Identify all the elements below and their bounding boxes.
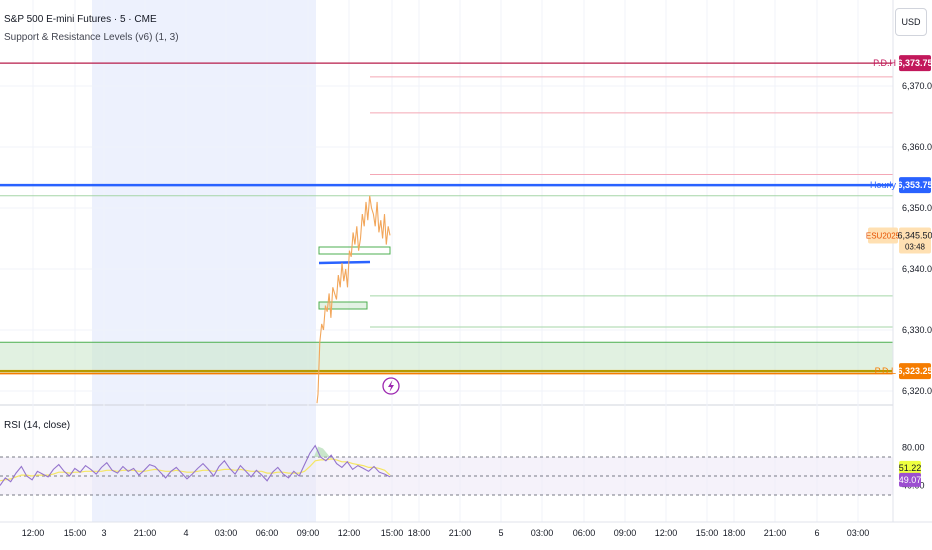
price-tag-bg [899,177,931,194]
time-tick-label: 12:00 [338,528,361,538]
price-tag-bg [899,363,931,380]
time-tick-label: 21:00 [449,528,472,538]
rsi-overbought-fill [314,446,330,457]
time-tick-label: 4 [183,528,188,538]
support-box [318,301,368,310]
last-price-tag-bg [899,227,931,254]
last-price-value: 6,345.50 [897,230,932,240]
price-tag-value: 6,353.75 [897,180,932,190]
blue-level-segment [318,260,371,265]
rsi-tick-label: 80.00 [902,443,925,453]
time-tick-label: 15:00 [381,528,404,538]
rsi-line [0,444,391,486]
level-name-label: Hourly [870,180,897,190]
price-line [316,195,391,404]
rsi-value-tag-bg [899,472,921,487]
support-zones [0,341,893,370]
time-tick-label: 06:00 [573,528,596,538]
time-tick-label: 12:00 [655,528,678,538]
price-tick-label: 6,370.00 [902,81,932,91]
indicator-title[interactable]: Support & Resistance Levels (v6) (1, 3) [4,32,179,43]
time-tick-label: 15:00 [64,528,87,538]
session-highlight [92,0,316,522]
symbol-title[interactable]: S&P 500 E-mini Futures · 5 · CME [4,14,157,25]
time-tick-label: 18:00 [408,528,431,538]
time-tick-label: 6 [814,528,819,538]
price-tick-label: 6,360.00 [902,142,932,152]
rsi-signal-tag-bg [899,460,921,475]
price-series [316,195,391,404]
price-tag-value: 6,323.25 [897,366,932,376]
time-tick-label: 12:00 [22,528,45,538]
time-tick-label: 06:00 [256,528,279,538]
level-name-label: P.D.H [873,58,896,68]
time-tick-label: 15:00 [696,528,719,538]
rsi-signal-value: 51.22 [899,463,922,473]
lightning-icon[interactable] [382,377,400,395]
price-tag-value: 6,373.75 [897,58,932,68]
resistance-box [318,246,391,255]
time-tick-label: 09:00 [614,528,637,538]
level-name-label: P.D.L [875,366,896,376]
bar-countdown: 03:48 [905,242,926,251]
time-tick-label: 03:00 [531,528,554,538]
price-tick-label: 6,320.00 [902,386,932,396]
time-tick-label: 18:00 [723,528,746,538]
time-axis[interactable]: 12:00 15:00 3 21:00 4 03:00 06:00 09:00 12:00 15:… [0,521,932,538]
time-tick-label: 21:00 [764,528,787,538]
price-axis[interactable]: 6,370.00 6,360.00 6,350.00 6,340.00 6,330.00… [892,0,932,522]
time-tick-label: 21:00 [134,528,157,538]
price-tick-label: 6,340.00 [902,264,932,274]
time-tick-label: 03:00 [847,528,870,538]
support-zone [0,342,893,370]
rsi-title: RSI (14, close) [4,420,70,431]
price-tag-bg [899,55,931,72]
sr-boxes [318,246,391,310]
rsi-value: 49.07 [899,475,922,485]
level-lines [0,62,893,375]
time-tick-label: 09:00 [297,528,320,538]
time-tick-label: 5 [498,528,503,538]
time-tick-label: 3 [101,528,106,538]
price-tick-label: 6,350.00 [902,203,932,213]
currency-button[interactable]: USD [895,8,927,36]
grid [0,0,893,522]
price-tick-label: 6,330.00 [902,325,932,335]
ticker-tag-bg [868,227,898,244]
time-tick-label: 03:00 [215,528,238,538]
rsi-pane [0,444,893,496]
ticker-label: ESU2025 [866,231,901,240]
